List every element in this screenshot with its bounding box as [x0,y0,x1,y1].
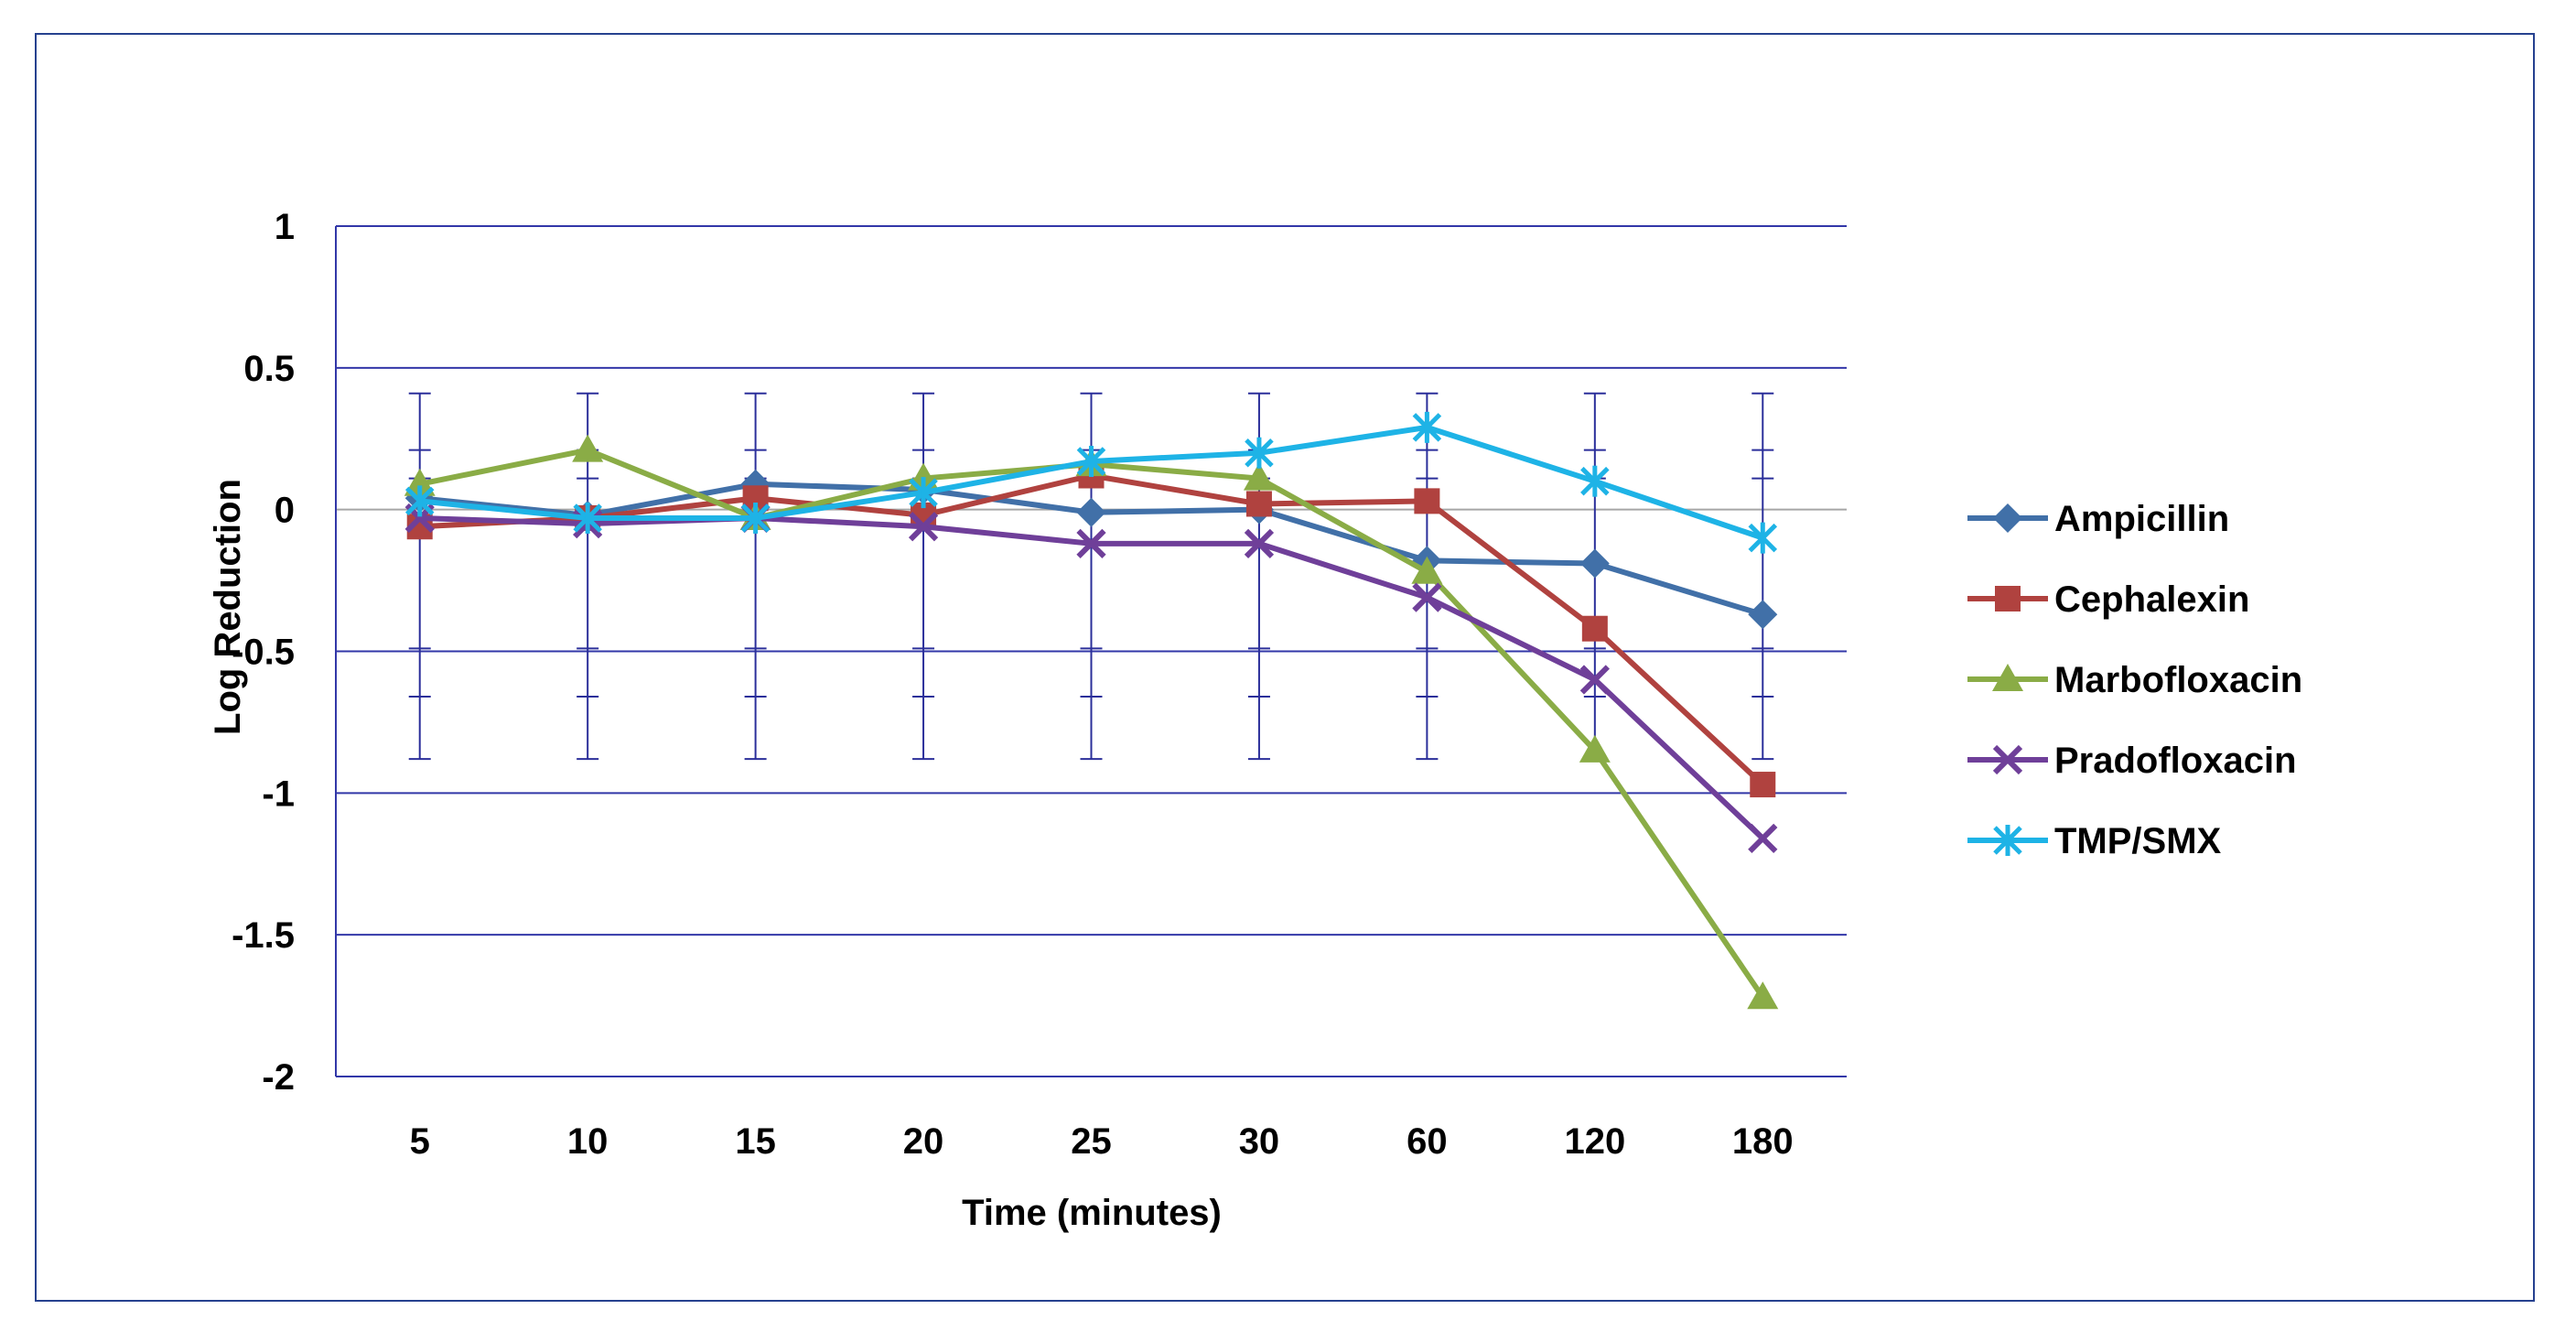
data-point-pradofloxacin [1076,528,1106,558]
data-point-ampicillin [1579,548,1610,579]
data-point-ampicillin [1748,600,1778,630]
legend-label: TMP/SMX [2054,821,2222,861]
legend-item-marbofloxacin: Marbofloxacin [1967,660,2302,700]
data-point-tmp-smx [740,502,771,534]
y-tick-label: -2 [262,1057,295,1098]
data-point-tmp-smx [1748,522,1778,554]
data-point-tmp-smx [573,502,602,534]
data-point-cephalexin [1245,491,1272,517]
x-tick-label: 15 [735,1121,776,1162]
x-tick-label: 20 [903,1121,944,1162]
data-point-marbofloxacin [1579,734,1611,763]
legend-marker [1995,586,2021,611]
y-tick-label: -1.5 [232,915,295,956]
legend-item-ampicillin: Ampicillin [1967,499,2229,539]
y-tick-label: -1 [262,774,295,814]
legend-label: Pradofloxacin [2054,741,2297,781]
data-point-tmp-smx [1580,465,1610,497]
x-tick-label: 25 [1071,1121,1112,1162]
data-point-cephalexin [1581,615,1608,642]
data-point-pradofloxacin [1579,665,1610,695]
legend-marker [1992,744,2023,775]
data-point-tmp-smx [1076,446,1106,478]
data-point-pradofloxacin [1748,823,1778,854]
grid-layer: 1 0.5 0 -0.5 -1 -1.5 -2 [232,207,1847,1098]
chart-frame: 1 0.5 0 -0.5 -1 -1.5 -2 5 10 15 20 25 30 60 120 180 Ti… [35,33,2535,1302]
x-tick-label: 10 [567,1121,609,1162]
data-point-pradofloxacin [908,512,939,542]
legend-item-pradofloxacin: Pradofloxacin [1967,741,2297,781]
data-point-cephalexin [1750,772,1776,798]
data-point-pradofloxacin [1244,528,1275,558]
y-tick-label: -0.5 [232,633,295,673]
y-tick-label: 0 [275,491,295,531]
x-tick-label: 180 [1732,1121,1794,1162]
data-point-tmp-smx [404,485,435,517]
data-point-tmp-smx [1412,411,1442,443]
data-point-pradofloxacin [1412,582,1442,612]
legend-label: Cephalexin [2054,579,2249,620]
data-point-marbofloxacin [572,434,604,462]
legend-item-tmp-smx: TMP/SMX [1967,821,2222,861]
data-point-marbofloxacin [1411,556,1443,584]
line-chart: 1 0.5 0 -0.5 -1 -1.5 -2 5 10 15 20 25 30 60 120 180 Ti… [208,207,2302,1233]
y-tick-label: 0.5 [243,349,295,389]
x-tick-label: 30 [1239,1121,1280,1162]
x-tick-label: 5 [410,1121,430,1162]
legend-label: Ampicillin [2054,499,2229,539]
legend-item-cephalexin: Cephalexin [1967,579,2249,620]
y-tick-label: 1 [275,207,295,247]
data-point-ampicillin [1076,497,1106,527]
x-tick-label: 60 [1407,1121,1448,1162]
data-point-tmp-smx [1245,437,1274,469]
x-axis-title: Time (minutes) [962,1193,1222,1233]
legend-label: Marbofloxacin [2054,660,2302,700]
legend-marker [1992,664,2023,691]
data-point-tmp-smx [909,477,938,509]
series-layer [404,411,1779,1010]
axis-layer: 5 10 15 20 25 30 60 120 180 [335,226,1847,1162]
x-tick-label: 120 [1564,1121,1625,1162]
y-axis-title: Log Reduction [208,479,248,735]
data-point-marbofloxacin [404,468,436,496]
legend: Ampicillin Cephalexin Marbofloxacin Pradofl… [1967,499,2302,861]
data-point-marbofloxacin [1747,981,1779,1010]
legend-marker [1993,825,2022,856]
legend-marker [1993,503,2022,533]
data-point-cephalexin [1414,488,1440,514]
data-point-marbofloxacin [1243,462,1275,491]
